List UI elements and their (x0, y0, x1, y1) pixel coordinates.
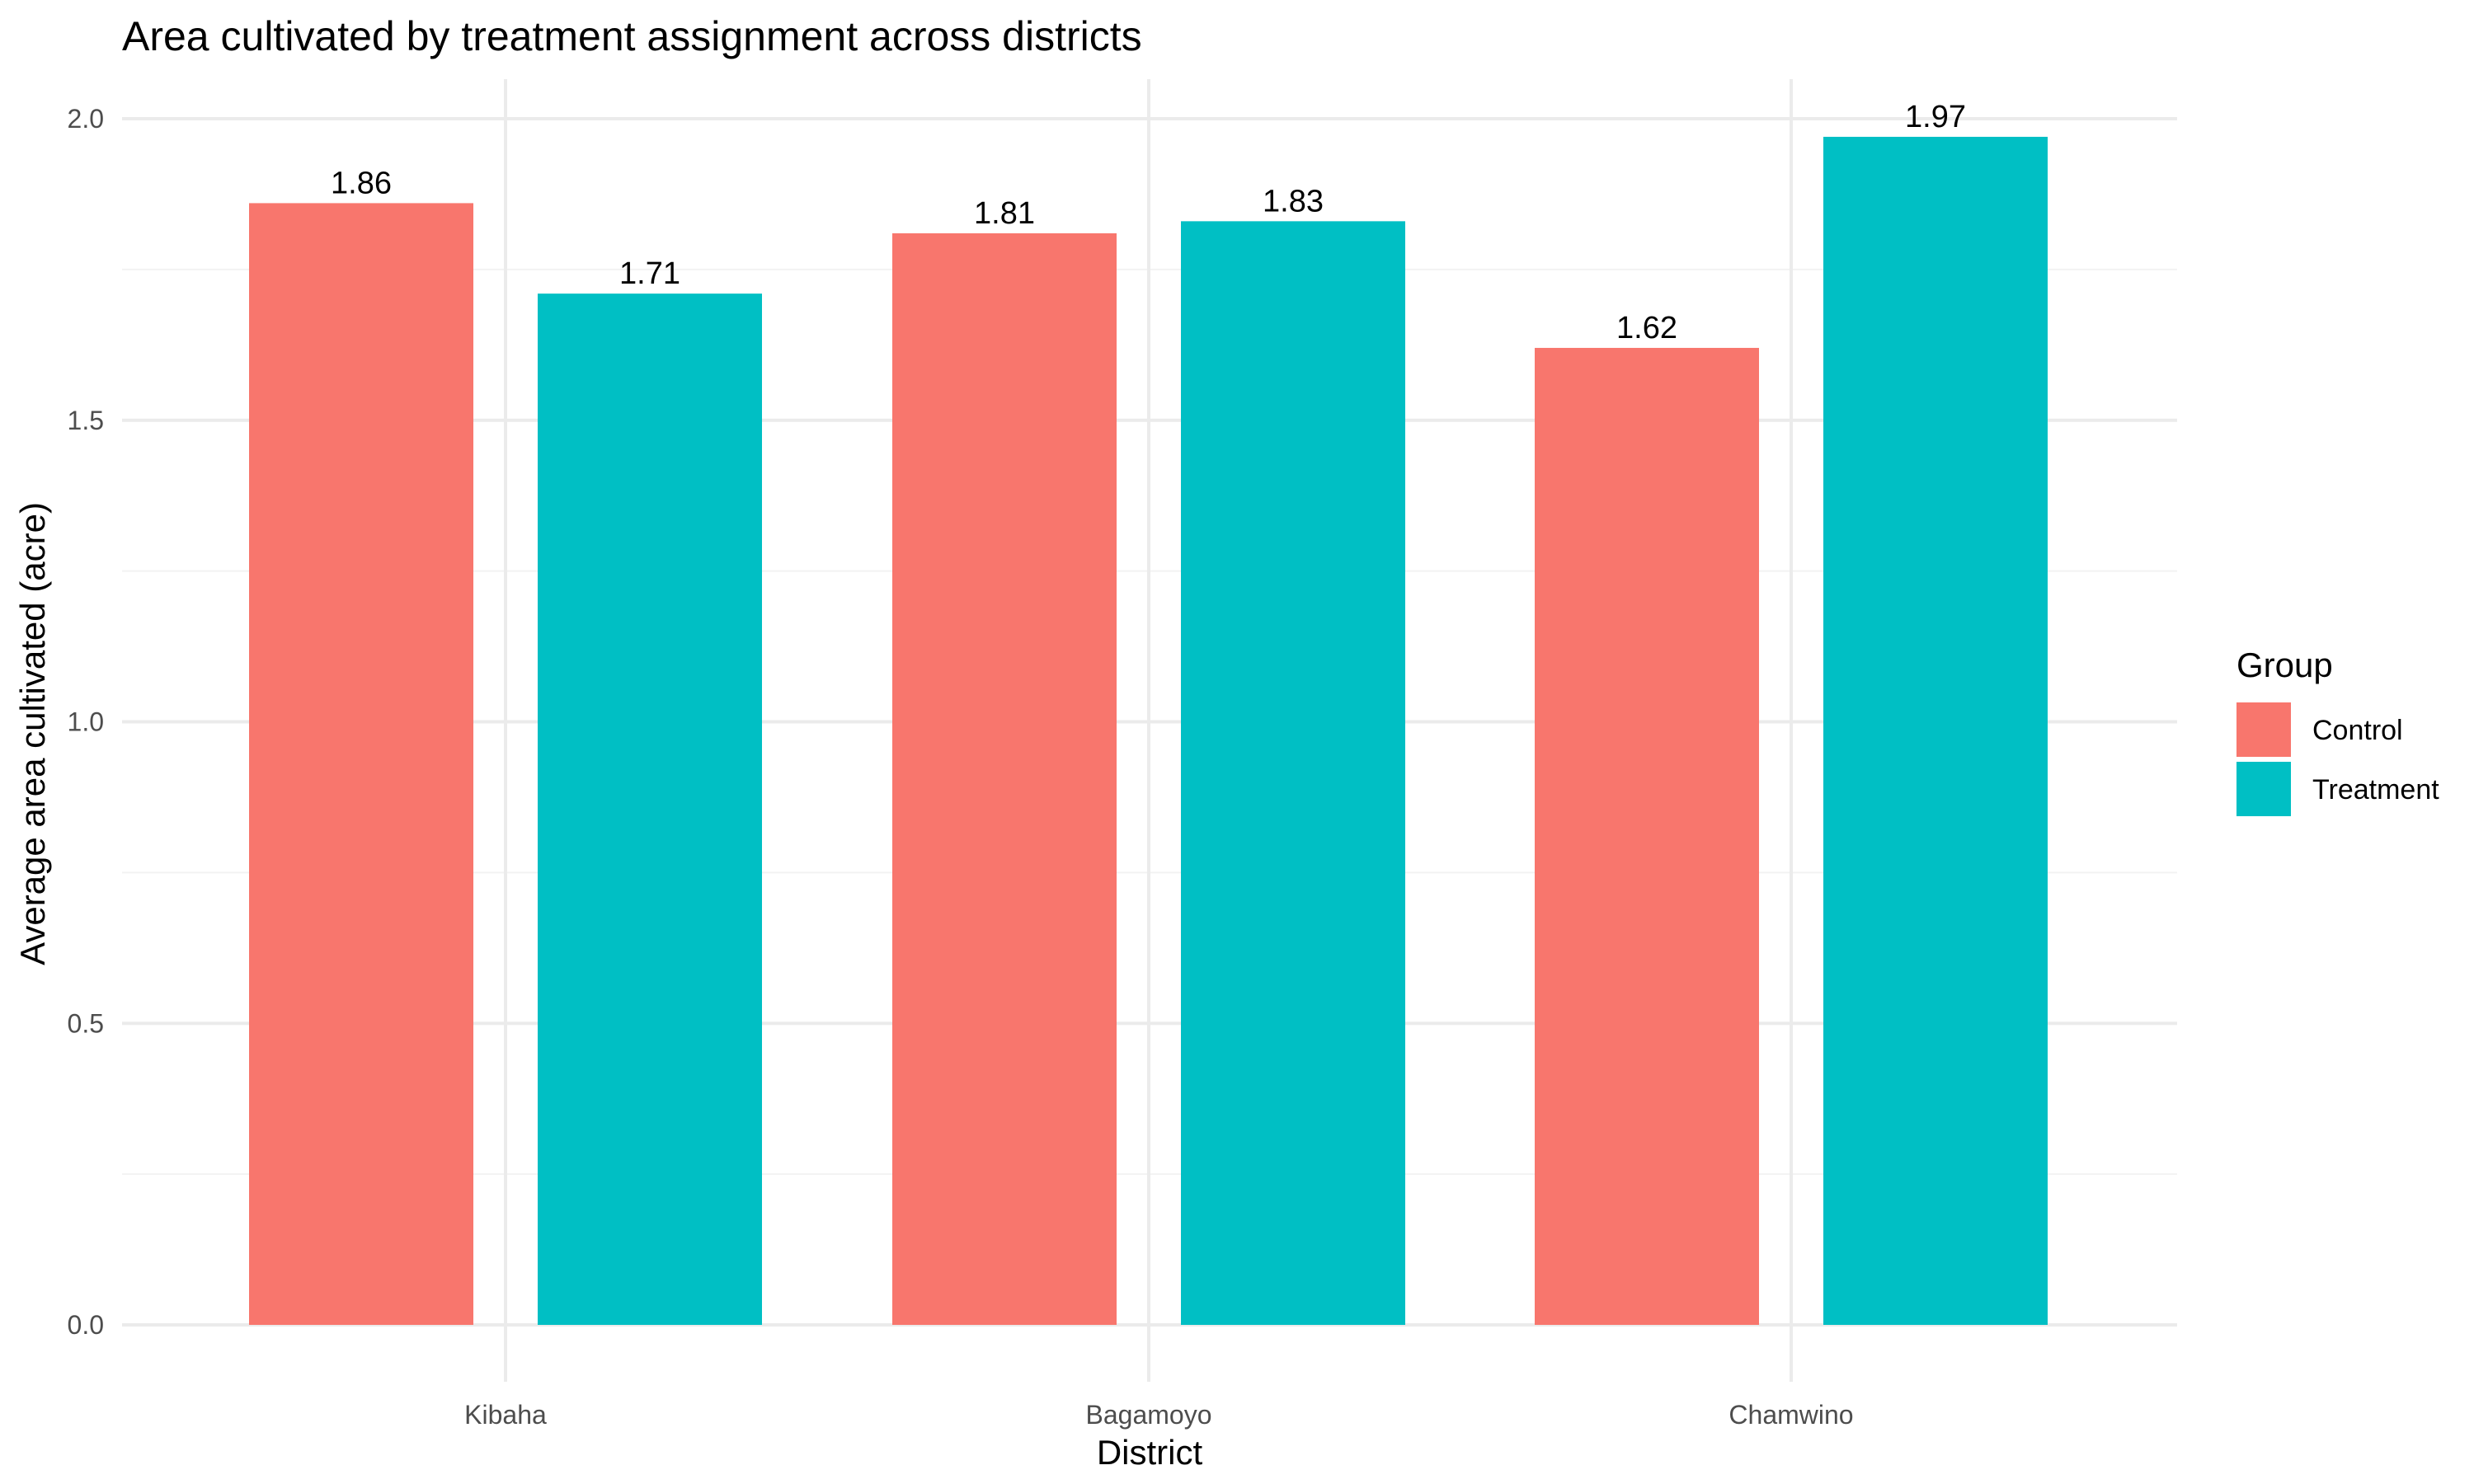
bar-treatment-chamwino (1823, 136, 2048, 1325)
bar-treatment-bagamoyo (1181, 221, 1405, 1326)
x-tick-labels: Kibaha Bagamoyo Chamwino (464, 1400, 1853, 1430)
x-tick-label: Bagamoyo (1086, 1400, 1212, 1430)
legend-label: Control (2312, 715, 2403, 746)
y-tick-label: 1.0 (68, 707, 104, 737)
y-axis-title: Average area cultivated (acre) (13, 502, 52, 965)
data-label: 1.81 (974, 196, 1035, 231)
data-label: 1.62 (1616, 311, 1677, 345)
legend-label: Treatment (2312, 774, 2439, 805)
x-tick-label: Chamwino (1729, 1400, 1853, 1430)
legend-title: Group (2236, 646, 2333, 684)
y-tick-label: 0.0 (68, 1310, 104, 1340)
chart-title: Area cultivated by treatment assignment … (122, 13, 1142, 59)
bar-control-kibaha (249, 203, 473, 1325)
data-label: 1.71 (619, 256, 680, 291)
bar-control-bagamoyo (892, 232, 1117, 1325)
x-tick-label: Kibaha (464, 1400, 547, 1430)
data-label: 1.83 (1263, 184, 1324, 218)
x-axis-title: District (1097, 1433, 1203, 1472)
bar-control-chamwino (1535, 347, 1759, 1326)
data-label: 1.86 (331, 166, 392, 200)
y-tick-label: 0.5 (68, 1008, 104, 1038)
y-tick-label: 2.0 (68, 104, 104, 134)
data-label: 1.97 (1905, 100, 1966, 134)
bar-treatment-kibaha (538, 294, 762, 1325)
legend-key-treatment (2236, 762, 2291, 816)
y-tick-labels: 0.0 0.5 1.0 1.5 2.0 (68, 104, 104, 1340)
legend: Group Control Treatment (2236, 646, 2439, 816)
y-tick-label: 1.5 (68, 406, 104, 435)
bars (249, 136, 2048, 1326)
legend-key-control (2236, 702, 2291, 757)
data-labels: 1.86 1.81 1.62 1.71 1.83 1.97 (331, 100, 1966, 345)
